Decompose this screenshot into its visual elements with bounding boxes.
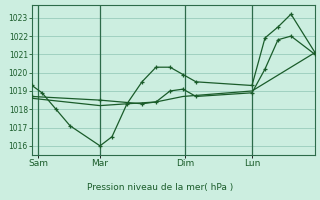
Text: Pression niveau de la mer( hPa ): Pression niveau de la mer( hPa ) xyxy=(87,183,233,192)
